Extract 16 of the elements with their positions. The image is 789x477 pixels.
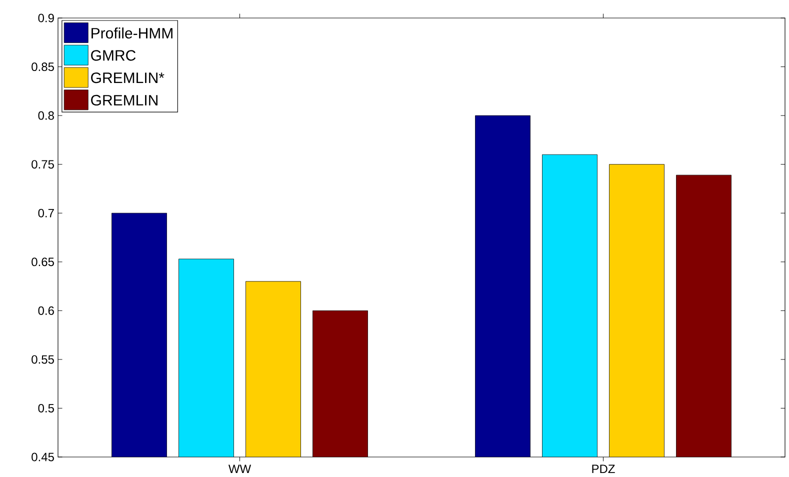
- y-tick-label: 0.85: [32, 62, 54, 72]
- legend-label: GREMLIN: [91, 94, 158, 106]
- legend-label: GREMLIN*: [91, 72, 164, 84]
- y-tick-label: 0.75: [32, 160, 54, 169]
- y-tick-label: 0.7: [38, 208, 54, 218]
- legend-label: Profile-HMM: [92, 28, 172, 39]
- y-tick-label: 0.5: [38, 404, 54, 412]
- y-tick-label: 0.6: [38, 306, 54, 315]
- legend-label: GMRC: [91, 50, 136, 61]
- x-tick-label: PDZ: [592, 464, 615, 474]
- y-tick-label: 0.65: [32, 258, 54, 266]
- y-tick-label: 0.9: [38, 14, 54, 22]
- y-tick-label: 0.45: [32, 452, 54, 462]
- x-tick-label: WW: [228, 464, 252, 474]
- y-tick-label: 0.55: [32, 355, 54, 364]
- y-tick-label: 0.8: [38, 111, 54, 120]
